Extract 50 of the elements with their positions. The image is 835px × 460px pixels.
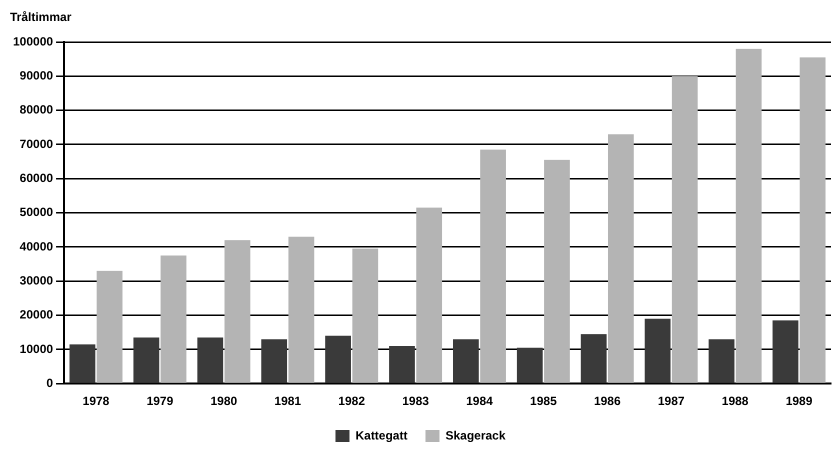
bar xyxy=(544,160,570,383)
bar xyxy=(325,336,351,383)
y-tick-label: 60000 xyxy=(20,170,54,185)
bar xyxy=(70,344,96,383)
bar xyxy=(288,236,314,383)
legend-label: Kattegatt xyxy=(355,428,408,442)
bar xyxy=(96,270,122,383)
bar xyxy=(352,248,378,383)
y-tick-label: 30000 xyxy=(20,273,54,288)
x-tick-label: 1984 xyxy=(466,394,494,408)
bar xyxy=(224,240,250,383)
bar xyxy=(516,348,543,383)
x-tick-label: 1989 xyxy=(786,394,813,408)
x-tick-label: 1980 xyxy=(210,394,238,408)
y-tick-label: 90000 xyxy=(20,68,54,82)
bar xyxy=(261,339,288,383)
x-tick-label: 1979 xyxy=(146,394,174,408)
y-tick-label: 20000 xyxy=(20,308,54,322)
y-axis-title: Tråltimmar xyxy=(10,10,72,24)
y-tick-label: 10000 xyxy=(20,342,54,356)
y-tick-label: 0 xyxy=(46,376,54,390)
x-tick-label: 1981 xyxy=(274,394,302,408)
bar xyxy=(480,150,506,383)
bar xyxy=(800,57,826,383)
x-tick-label: 1985 xyxy=(530,394,558,408)
bar xyxy=(736,48,762,383)
bar xyxy=(452,339,479,383)
bar xyxy=(708,339,734,383)
y-tick-label: 70000 xyxy=(20,136,54,151)
bar xyxy=(133,337,160,383)
x-tick-label: 1982 xyxy=(338,394,366,408)
y-tick-label: 50000 xyxy=(20,205,54,220)
bar xyxy=(772,320,798,383)
bar xyxy=(580,334,607,383)
bar xyxy=(672,76,698,383)
x-tick-label: 1986 xyxy=(594,394,621,408)
y-tick-label: 40000 xyxy=(20,239,54,254)
bar xyxy=(160,256,186,383)
x-tick-label: 1983 xyxy=(402,394,430,408)
x-tick-label: 1987 xyxy=(658,394,685,408)
y-tick-label: 100000 xyxy=(12,34,54,48)
bar xyxy=(197,337,224,383)
bar xyxy=(608,134,634,383)
legend-label: Skagerack xyxy=(445,428,506,442)
x-tick-label: 1988 xyxy=(722,394,749,408)
bar xyxy=(416,208,442,383)
y-tick-label: 80000 xyxy=(20,102,54,117)
bar xyxy=(389,346,415,383)
x-tick-label: 1978 xyxy=(82,394,110,408)
bar xyxy=(644,318,671,383)
